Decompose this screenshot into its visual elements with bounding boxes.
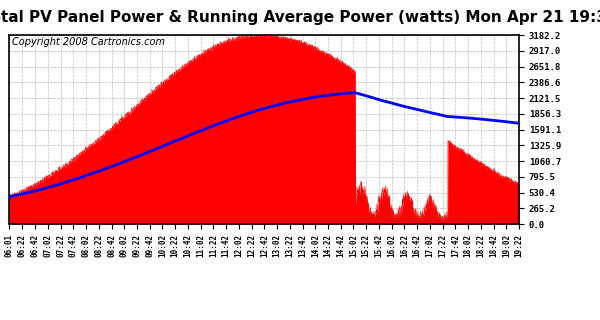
Text: Total PV Panel Power & Running Average Power (watts) Mon Apr 21 19:36: Total PV Panel Power & Running Average P…: [0, 10, 600, 25]
Text: Copyright 2008 Cartronics.com: Copyright 2008 Cartronics.com: [11, 37, 164, 47]
